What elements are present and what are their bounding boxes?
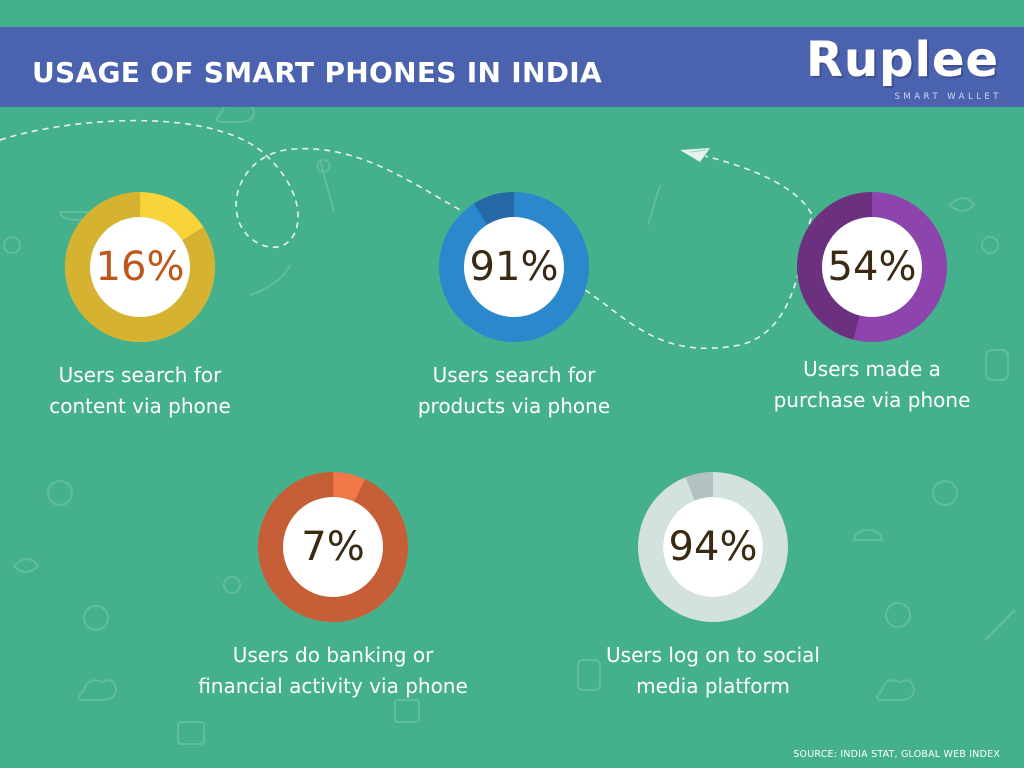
donut-chart [258, 472, 408, 622]
doodle-cloud-icon [78, 679, 118, 701]
stat-label-line: Users search for [432, 363, 596, 387]
flight-path [0, 119, 813, 350]
percentage-value: 16% [95, 244, 185, 290]
header-bar: USAGE OF SMART PHONES IN INDIA [0, 27, 1024, 107]
stat-label-line: media platform [636, 674, 790, 698]
stat-label-line: products via phone [417, 394, 611, 418]
doodle-jar-icon [985, 349, 1009, 381]
logo-tagline: SMART WALLET [894, 92, 1002, 102]
doodle-grapes-icon-3 [3, 236, 21, 254]
donut-chart [797, 192, 947, 342]
stat-label-line: Users search for [58, 363, 222, 387]
stat-content-search: 16% Users search for content via phone [40, 192, 240, 422]
donut-fill [258, 472, 408, 622]
doodle-smiley-icon-2 [885, 602, 911, 628]
donut-fill [439, 192, 589, 342]
doodle-basket-icon-2 [932, 480, 958, 506]
stat-label-line: financial activity via phone [198, 674, 468, 698]
doodle-chili-icon [249, 264, 291, 296]
doodle-mushroom-icon [852, 529, 884, 541]
stat-banking: 7% Users do banking or financial activit… [178, 472, 488, 702]
stat-label-line: content via phone [49, 394, 231, 418]
doodle-basket-icon [47, 480, 73, 506]
stat-label-line: purchase via phone [773, 388, 971, 412]
doodle-grapes-icon-2 [981, 236, 999, 254]
doodle-knife-icon [984, 609, 1016, 641]
percentage-value: 91% [469, 244, 559, 290]
stat-label-line: Users made a [803, 357, 941, 381]
stat-label: Users search for content via phone [40, 360, 240, 422]
donut-chart [638, 472, 788, 622]
percentage-value: 94% [668, 524, 758, 570]
donut-chart [439, 192, 589, 342]
stat-label-line: Users log on to social [606, 643, 820, 667]
donut-hole [822, 217, 922, 317]
stat-label: Users search for products via phone [404, 360, 624, 422]
donut-hole [464, 217, 564, 317]
stat-label: Users made a purchase via phone [762, 354, 982, 416]
doodle-smiley-icon [83, 605, 109, 631]
doodle-shop-icon [177, 721, 205, 745]
doodle-leaf-icon-2 [948, 197, 976, 212]
doodle-grapes-icon [223, 576, 241, 594]
paper-plane-icon [680, 148, 710, 162]
stat-product-search: 91% Users search for products via phone [404, 192, 624, 422]
doodle-shop-icon-2 [394, 699, 420, 723]
logo-wordmark: Ruplee [806, 32, 1000, 88]
doodle-spoon-icon-2 [647, 184, 661, 226]
percentage-value: 7% [301, 524, 365, 570]
stat-label-line: Users do banking or [232, 643, 434, 667]
stat-social-media: 94% Users log on to social media platfor… [578, 472, 848, 702]
doodle-cup-icon [577, 659, 601, 691]
ruplee-logo: Ruplee SMART WALLET [800, 30, 1010, 106]
doodle-spoon-icon [316, 159, 335, 213]
percentage-value: 54% [827, 244, 917, 290]
stat-label: Users log on to social media platform [578, 640, 848, 702]
doodle-cloud-icon-2 [876, 679, 916, 701]
stat-purchase: 54% Users made a purchase via phone [762, 192, 982, 416]
doodle-leaf-icon [12, 558, 40, 573]
donut-hole [283, 497, 383, 597]
source-note: SOURCE: INDIA STAT, GLOBAL WEB INDEX [793, 749, 1000, 760]
stat-label: Users do banking or financial activity v… [178, 640, 488, 702]
donut-hole [663, 497, 763, 597]
donut-chart [65, 192, 215, 342]
donut-hole [90, 217, 190, 317]
page-title: USAGE OF SMART PHONES IN INDIA [32, 56, 602, 89]
